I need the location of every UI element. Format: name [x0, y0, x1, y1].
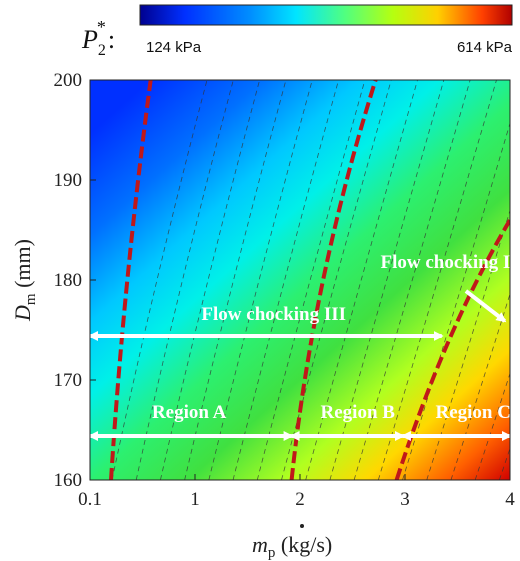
- contour-line: [402, 121, 510, 480]
- ylabel-unit: (mm): [10, 239, 35, 293]
- contour-line: [160, 80, 261, 480]
- x-tick-label: 3: [400, 489, 410, 510]
- y-tick-label: 200: [54, 70, 83, 91]
- colorbar-suffix: :: [108, 25, 115, 54]
- contour-line: [329, 80, 445, 480]
- contour-line: [426, 209, 510, 480]
- y-tick-label: 180: [54, 270, 83, 291]
- xlabel-unit: (kg/s): [275, 532, 332, 557]
- contour-line: [450, 292, 510, 480]
- annotation-region-c: Region C: [436, 402, 511, 423]
- boundary-curves: [109, 80, 510, 480]
- x-axis-ticks: 0.1 1 2 3 4: [78, 474, 515, 510]
- y-tick-label: 190: [54, 170, 83, 191]
- boundary-curve: [394, 218, 510, 480]
- colorbar-quantity-sub: 2: [98, 42, 106, 59]
- boundary-curve: [289, 80, 378, 480]
- xlabel-main: m: [252, 532, 268, 557]
- colorbar-quantity-sup: *: [97, 17, 106, 37]
- contour-line: [281, 80, 392, 480]
- pointer-arrow: [464, 289, 507, 323]
- x-tick-label: 2: [295, 489, 305, 510]
- boundary-curve: [109, 80, 153, 480]
- colorbar-min-label: 124 kPa: [146, 39, 202, 56]
- annotation-region-b: Region B: [321, 402, 396, 423]
- annotations: Flow chocking II Flow chocking III Region …: [152, 252, 518, 423]
- colorbar-gradient: [139, 4, 513, 26]
- contour-lines: [111, 80, 510, 480]
- annotation-flow-chocking-ii: Flow chocking II: [380, 252, 517, 273]
- colorbar-max-label: 614 kPa: [457, 39, 513, 56]
- contour-line: [184, 80, 287, 480]
- contour-line: [353, 80, 471, 480]
- xlabel-sub: p: [268, 545, 276, 561]
- contour-line: [232, 80, 339, 480]
- annotation-region-a: Region A: [152, 402, 227, 423]
- xlabel-dot: [300, 524, 304, 528]
- contour-line: [256, 80, 366, 480]
- contour-line: [377, 80, 497, 480]
- annotation-arrows: [90, 289, 510, 441]
- contour-line: [111, 80, 208, 480]
- colorbar: P2 *: 124 kPa 614 kPa: [81, 4, 513, 59]
- x-tick-label: 1: [190, 489, 200, 510]
- y-axis-label: Dm (mm): [10, 239, 39, 322]
- contour-line: [474, 372, 510, 480]
- contour-line: [135, 80, 234, 480]
- y-tick-label: 170: [54, 370, 83, 391]
- x-axis-label: mp (kg/s): [252, 524, 332, 561]
- y-axis-label-text: Dm (mm): [10, 239, 39, 322]
- contour-line: [305, 80, 418, 480]
- annotation-flow-chocking-iii: Flow chocking III: [201, 304, 346, 325]
- ylabel-main: D: [10, 305, 35, 322]
- x-tick-label: 0.1: [78, 489, 102, 510]
- x-tick-label: 4: [505, 489, 515, 510]
- ylabel-sub: m: [23, 293, 39, 305]
- plot-area: [90, 80, 510, 480]
- y-tick-label: 160: [54, 470, 83, 491]
- colorbar-title: P2 *:: [81, 17, 115, 59]
- x-axis-label-text: mp (kg/s): [252, 532, 332, 561]
- y-axis-ticks: 160 170 180 190 200: [54, 70, 96, 491]
- contour-line: [208, 80, 313, 480]
- colorbar-quantity: P: [81, 25, 98, 54]
- heatmap-field: [90, 80, 510, 480]
